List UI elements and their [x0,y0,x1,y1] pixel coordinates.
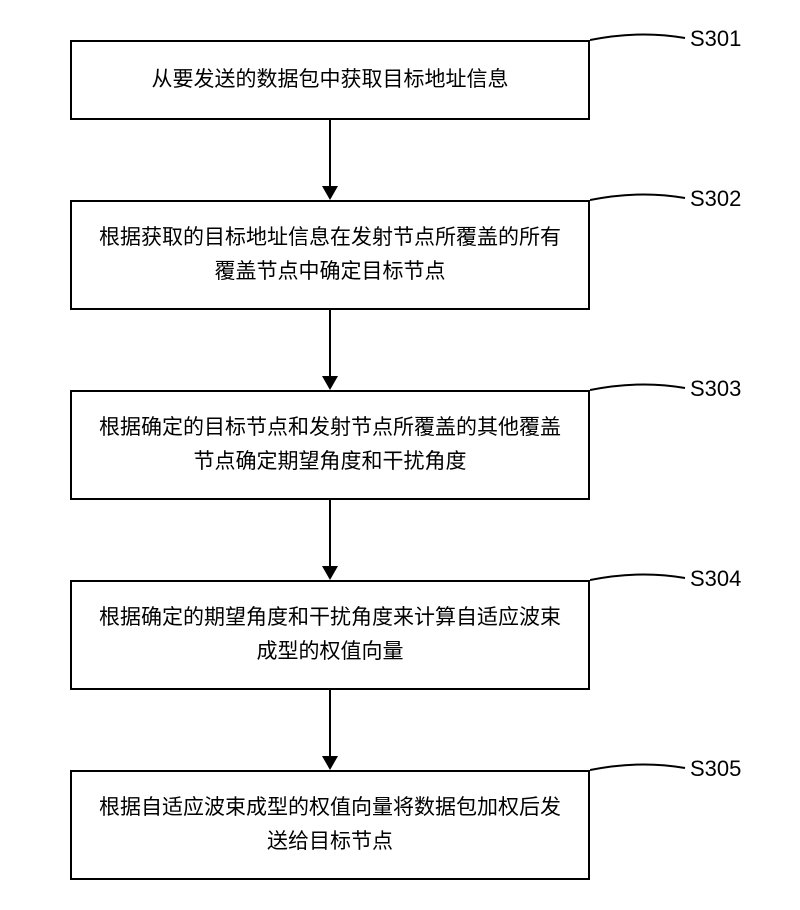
leader-line-s301 [590,30,690,50]
flowchart-node-s305: 根据自适应波束成型的权值向量将数据包加权后发送给目标节点 [70,770,590,880]
leader-line-s305 [590,760,690,780]
node-label-s301: S301 [690,26,741,52]
flowchart-node-s303: 根据确定的目标节点和发射节点所覆盖的其他覆盖节点确定期望角度和干扰角度 [70,390,590,500]
node-label-s302: S302 [690,186,741,212]
flow-arrow-1 [322,120,338,200]
flow-arrow-2 [322,310,338,390]
node-text: 根据确定的期望角度和干扰角度来计算自适应波束成型的权值向量 [92,601,568,668]
leader-line-s302 [590,190,690,210]
node-label-s305: S305 [690,756,741,782]
node-text: 根据获取的目标地址信息在发射节点所覆盖的所有覆盖节点中确定目标节点 [92,221,568,288]
node-text: 从要发送的数据包中获取目标地址信息 [152,63,509,97]
flow-arrow-4 [322,690,338,770]
flowchart-node-s302: 根据获取的目标地址信息在发射节点所覆盖的所有覆盖节点中确定目标节点 [70,200,590,310]
node-text: 根据自适应波束成型的权值向量将数据包加权后发送给目标节点 [92,791,568,858]
node-label-s304: S304 [690,566,741,592]
node-text: 根据确定的目标节点和发射节点所覆盖的其他覆盖节点确定期望角度和干扰角度 [92,411,568,478]
flowchart-node-s304: 根据确定的期望角度和干扰角度来计算自适应波束成型的权值向量 [70,580,590,690]
flowchart-container: 从要发送的数据包中获取目标地址信息 S301 根据获取的目标地址信息在发射节点所… [0,0,800,910]
node-label-s303: S303 [690,376,741,402]
flowchart-node-s301: 从要发送的数据包中获取目标地址信息 [70,40,590,120]
leader-line-s304 [590,570,690,590]
flow-arrow-3 [322,500,338,580]
leader-line-s303 [590,380,690,400]
